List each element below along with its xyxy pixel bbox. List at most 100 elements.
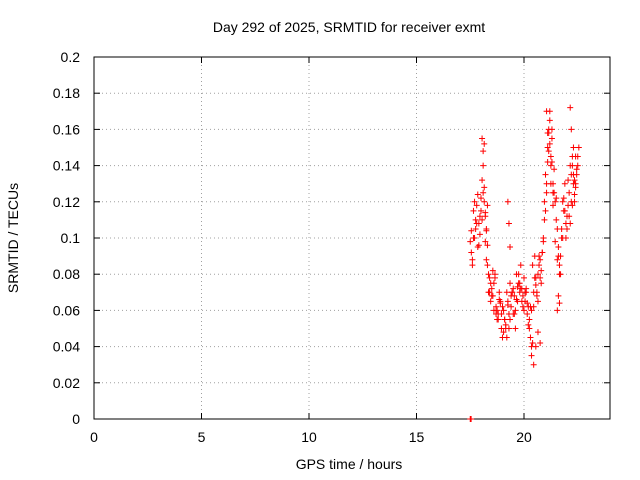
data-point-marker bbox=[572, 153, 579, 160]
data-point-marker bbox=[527, 303, 534, 310]
data-point-marker bbox=[493, 311, 500, 318]
data-point-marker bbox=[493, 303, 500, 310]
data-point-marker bbox=[479, 135, 486, 142]
data-point-marker bbox=[529, 339, 536, 346]
data-point-marker bbox=[532, 343, 539, 350]
data-point-marker bbox=[470, 207, 477, 214]
y-tick-label: 0.02 bbox=[53, 375, 80, 391]
data-point-marker bbox=[473, 220, 480, 227]
data-point-marker bbox=[526, 316, 533, 323]
data-point-marker bbox=[555, 244, 562, 251]
data-point-marker bbox=[526, 325, 533, 332]
data-point-marker bbox=[472, 225, 479, 232]
data-point-marker bbox=[475, 242, 482, 249]
chart-title: Day 292 of 2025, SRMTID for receiver exm… bbox=[213, 19, 485, 35]
x-axis-label: GPS time / hours bbox=[296, 456, 403, 472]
data-point-marker bbox=[574, 162, 581, 169]
data-point-marker bbox=[512, 325, 519, 332]
data-point-marker bbox=[569, 162, 576, 169]
data-point-marker bbox=[513, 296, 520, 303]
data-point-marker bbox=[524, 300, 531, 307]
data-point-marker bbox=[560, 195, 567, 202]
data-point-marker bbox=[573, 166, 580, 173]
data-point-marker bbox=[564, 225, 570, 232]
data-point-marker bbox=[504, 301, 511, 308]
data-point-marker bbox=[559, 198, 566, 205]
data-point-marker bbox=[546, 140, 553, 147]
data-point-marker bbox=[514, 283, 521, 290]
data-point-marker bbox=[550, 202, 557, 209]
data-point-marker bbox=[485, 271, 492, 278]
x-tick-label: 20 bbox=[516, 429, 532, 445]
data-point-marker bbox=[529, 262, 536, 269]
data-point-marker bbox=[528, 352, 535, 359]
x-tick-label: 0 bbox=[90, 429, 98, 445]
data-point-marker bbox=[570, 171, 577, 178]
y-tick-label: 0.1 bbox=[61, 230, 81, 246]
x-tick-label: 5 bbox=[198, 429, 206, 445]
data-point-marker bbox=[481, 184, 488, 191]
data-point-marker bbox=[505, 325, 512, 332]
data-point-marker bbox=[523, 285, 530, 292]
data-point-marker bbox=[569, 202, 576, 209]
data-point-marker bbox=[500, 307, 507, 314]
data-point-marker bbox=[507, 316, 514, 323]
data-point-marker bbox=[486, 274, 493, 281]
data-point-marker bbox=[536, 262, 543, 269]
data-point-marker bbox=[510, 285, 517, 292]
data-point-marker bbox=[472, 216, 479, 223]
data-point-marker bbox=[528, 307, 535, 314]
data-point-marker bbox=[570, 144, 577, 151]
data-point-marker bbox=[525, 321, 532, 328]
data-point-marker bbox=[499, 303, 506, 310]
data-point-marker bbox=[532, 282, 539, 289]
data-point-marker bbox=[498, 311, 505, 318]
data-point-marker bbox=[508, 303, 515, 310]
data-point-marker bbox=[559, 235, 566, 241]
data-point-marker bbox=[544, 130, 551, 137]
data-point-marker bbox=[497, 300, 504, 307]
data-point-marker bbox=[481, 198, 488, 205]
data-point-marker bbox=[491, 274, 498, 281]
data-point-marker bbox=[474, 191, 481, 198]
y-tick-label: 0.18 bbox=[53, 85, 80, 101]
data-point-marker bbox=[539, 249, 546, 256]
data-point-marker bbox=[542, 171, 549, 178]
data-point-marker bbox=[553, 216, 560, 223]
data-point-marker bbox=[522, 289, 529, 296]
data-point-marker bbox=[543, 108, 550, 115]
data-point-marker bbox=[483, 256, 490, 263]
data-point-marker bbox=[478, 195, 484, 202]
data-point-marker bbox=[555, 253, 562, 260]
data-point-marker bbox=[471, 198, 478, 205]
data-point-marker bbox=[476, 231, 483, 238]
data-point-marker bbox=[489, 267, 496, 274]
data-point-marker bbox=[484, 242, 491, 249]
data-point-marker bbox=[495, 316, 502, 323]
data-point-marker bbox=[517, 285, 524, 292]
data-point-marker bbox=[524, 311, 531, 318]
data-point-marker bbox=[550, 189, 557, 196]
data-point-marker bbox=[534, 271, 541, 278]
grid-lines bbox=[94, 57, 610, 419]
data-point-marker bbox=[533, 289, 540, 296]
data-point-marker bbox=[468, 416, 475, 422]
data-point-marker bbox=[536, 253, 543, 260]
data-point-marker bbox=[503, 289, 510, 296]
data-point-marker bbox=[571, 177, 578, 184]
data-point-marker bbox=[567, 104, 574, 111]
data-point-marker bbox=[565, 177, 572, 184]
data-point-marker bbox=[517, 262, 524, 269]
data-point-marker bbox=[547, 153, 554, 160]
data-point-marker bbox=[558, 225, 565, 232]
data-point-marker bbox=[482, 238, 489, 245]
data-point-marker bbox=[507, 280, 514, 287]
data-point-marker bbox=[566, 213, 573, 220]
data-point-marker bbox=[469, 256, 476, 263]
data-point-marker bbox=[572, 180, 579, 187]
data-point-marker bbox=[548, 126, 555, 133]
data-point-marker bbox=[471, 235, 478, 241]
data-point-marker bbox=[554, 307, 561, 314]
data-point-marker bbox=[484, 202, 491, 209]
data-point-marker bbox=[478, 207, 484, 214]
